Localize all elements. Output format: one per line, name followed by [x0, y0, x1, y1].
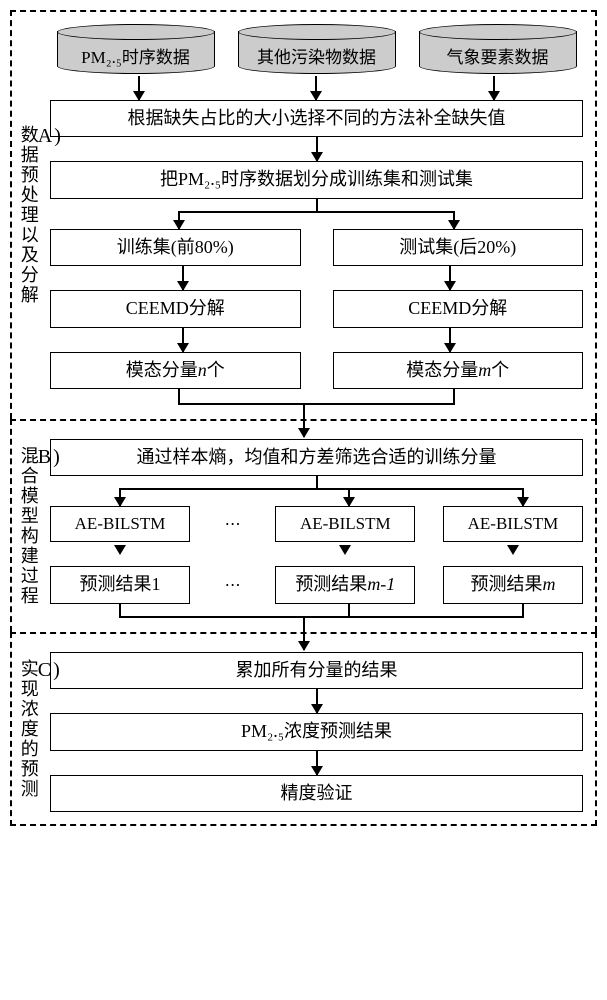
- box-ceemd-test: CEEMD分解: [333, 290, 584, 327]
- section-b: B) 混合模型构建过程 通过样本熵，均值和方差筛选合适的训练分量 AE-BILS…: [10, 419, 597, 632]
- split-train-test: [50, 199, 583, 229]
- arrows-inputs-to-step1: [50, 76, 583, 100]
- arrow-a-to-b: [303, 403, 305, 437]
- row-predictions: 预测结果1 ⋯ 预测结果m-1 预测结果m: [50, 566, 583, 603]
- box-train-set: 训练集(前80%): [50, 229, 301, 266]
- box-ceemd-train: CEEMD分解: [50, 290, 301, 327]
- box-pred-m: 预测结果m: [443, 566, 583, 603]
- box-pred-1: 预测结果1: [50, 566, 190, 603]
- arrow-to-validate: [50, 751, 583, 775]
- box-pm25-result: PM₂.₅浓度预测结果: [50, 713, 583, 750]
- section-a-letter: A): [38, 125, 63, 147]
- input-cylinders-row: PM₂.₅时序数据 其他污染物数据 气象要素数据: [50, 24, 583, 74]
- cylinder-other-pollutants: 其他污染物数据: [238, 24, 396, 74]
- box-aebilstm-3: AE-BILSTM: [443, 506, 583, 542]
- section-c-letter: C): [38, 659, 62, 681]
- arrows-to-ceemd: [50, 266, 583, 290]
- arrows-to-components: [50, 328, 583, 352]
- box-validate: 精度验证: [50, 775, 583, 812]
- box-fill-missing: 根据缺失占比的大小选择不同的方法补全缺失值: [50, 100, 583, 137]
- arrow-step1-step2: [50, 137, 583, 161]
- section-c: C) 实现浓度的预测 累加所有分量的结果 PM₂.₅浓度预测结果 精度验证: [10, 632, 597, 826]
- section-b-label: B) 混合模型构建过程: [18, 446, 62, 606]
- box-test-set: 测试集(后20%): [333, 229, 584, 266]
- ellipsis-2: ⋯: [218, 575, 248, 595]
- arrow-to-result: [50, 689, 583, 713]
- box-components-n: 模态分量n个: [50, 352, 301, 389]
- ellipsis-1: ⋯: [218, 514, 248, 534]
- box-sample-entropy-filter: 通过样本熵，均值和方差筛选合适的训练分量: [50, 439, 583, 476]
- section-a: A) 数据预处理以及分解 PM₂.₅时序数据 其他污染物数据 气象要素数据 根据…: [10, 10, 597, 419]
- cylinder-meteo: 气象要素数据: [419, 24, 577, 74]
- arrow-b-to-c: [303, 616, 305, 650]
- box-aebilstm-2: AE-BILSTM: [275, 506, 415, 542]
- merge-components: [50, 389, 583, 407]
- section-c-label: C) 实现浓度的预测: [18, 659, 62, 799]
- box-sum-components: 累加所有分量的结果: [50, 652, 583, 689]
- box-aebilstm-1: AE-BILSTM: [50, 506, 190, 542]
- arrows-models-to-preds: [50, 542, 583, 566]
- box-split-data: 把PM₂.₅时序数据划分成训练集和测试集: [50, 161, 583, 198]
- merge-predictions: [50, 604, 583, 620]
- row-ae-bilstm: AE-BILSTM ⋯ AE-BILSTM AE-BILSTM: [50, 506, 583, 542]
- cylinder-pm25: PM₂.₅时序数据: [57, 24, 215, 74]
- box-components-m: 模态分量m个: [333, 352, 584, 389]
- split-to-models: [50, 476, 583, 506]
- box-pred-m-1: 预测结果m-1: [275, 566, 415, 603]
- section-b-letter: B): [38, 446, 62, 468]
